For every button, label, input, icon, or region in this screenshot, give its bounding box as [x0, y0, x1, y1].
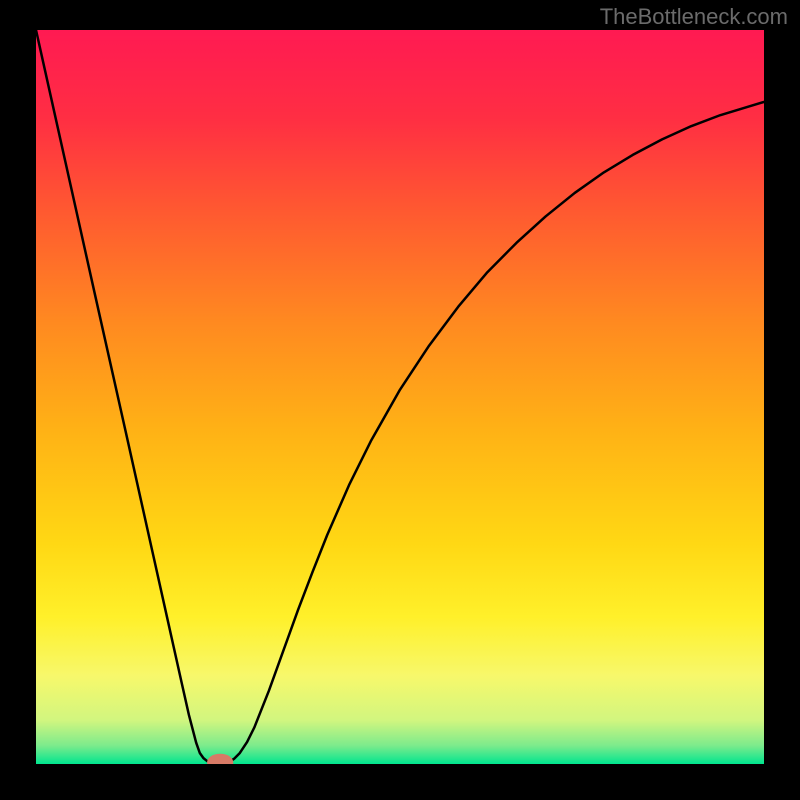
- gradient-background: [36, 30, 764, 764]
- plot-svg: [36, 30, 764, 764]
- watermark-text: TheBottleneck.com: [600, 4, 788, 30]
- plot-area: [36, 30, 764, 764]
- chart-container: TheBottleneck.com: [0, 0, 800, 800]
